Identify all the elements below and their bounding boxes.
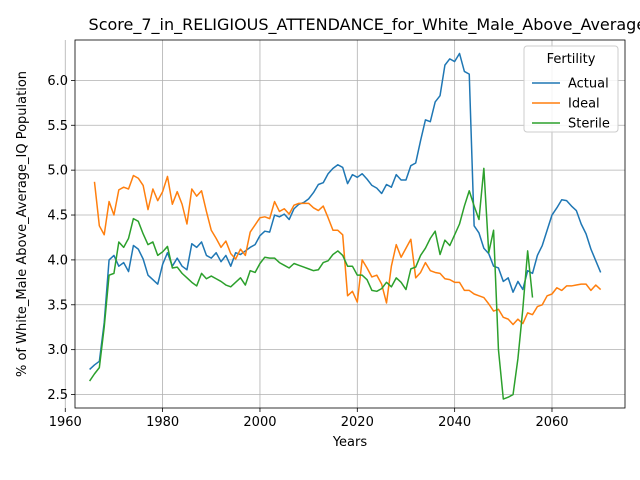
x-tick-label: 2000 bbox=[243, 415, 276, 430]
legend-label-ideal: Ideal bbox=[568, 97, 600, 112]
series-line-sterile bbox=[88, 167, 534, 400]
legend-items: Actual Ideal Sterile bbox=[532, 77, 610, 132]
y-tick-label: 3.5 bbox=[47, 298, 68, 313]
x-tick-label: 2040 bbox=[438, 415, 471, 430]
plot-frame bbox=[74, 39, 626, 409]
y-axis-label: % of White_Male Above_Average_IQ Populat… bbox=[15, 71, 30, 377]
grid bbox=[64, 40, 625, 408]
y-tick-label: 2.5 bbox=[47, 388, 68, 403]
legend-title: Fertility bbox=[547, 52, 596, 67]
y-tick-label: 3.0 bbox=[47, 343, 68, 358]
legend: Fertility Actual Ideal Sterile bbox=[523, 45, 619, 133]
series-line-ideal bbox=[93, 174, 602, 326]
series-line-actual bbox=[89, 52, 602, 370]
y-axis: 2.5 3.0 3.5 4.0 4.5 5.0 5.5 6.0 bbox=[47, 74, 75, 403]
legend-label-actual: Actual bbox=[568, 77, 609, 92]
series-layer bbox=[88, 52, 602, 400]
y-tick-label: 5.5 bbox=[47, 119, 68, 134]
legend-label-sterile: Sterile bbox=[568, 117, 610, 132]
x-tick-label: 2060 bbox=[535, 415, 568, 430]
x-tick-label: 2020 bbox=[341, 415, 374, 430]
x-axis: 1960 1980 2000 2020 2040 2060 bbox=[49, 408, 569, 430]
chart-title: Score_7_in_RELIGIOUS_ATTENDANCE_for_Whit… bbox=[89, 15, 640, 35]
y-tick-label: 5.0 bbox=[47, 164, 68, 179]
y-tick-label: 4.0 bbox=[47, 253, 68, 268]
x-axis-label: Years bbox=[332, 435, 368, 450]
y-tick-label: 4.5 bbox=[47, 209, 68, 224]
legend-box bbox=[523, 45, 619, 133]
x-tick-label: 1980 bbox=[146, 415, 179, 430]
x-tick-label: 1960 bbox=[49, 415, 82, 430]
y-tick-label: 6.0 bbox=[47, 74, 68, 89]
